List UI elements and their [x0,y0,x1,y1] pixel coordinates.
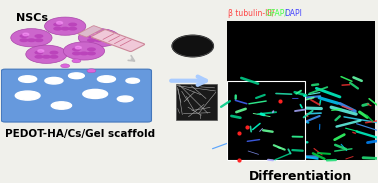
FancyBboxPatch shape [91,30,145,51]
Ellipse shape [15,91,40,100]
Circle shape [19,38,28,42]
Ellipse shape [45,77,63,84]
FancyBboxPatch shape [2,69,152,122]
Circle shape [61,64,70,68]
Text: DAPI: DAPI [284,9,302,18]
Circle shape [87,38,96,42]
Text: NSCs: NSCs [16,13,48,23]
Ellipse shape [117,96,133,102]
Ellipse shape [68,73,84,79]
Circle shape [87,51,96,55]
Circle shape [50,51,59,55]
Circle shape [68,23,77,27]
Circle shape [34,55,43,59]
Circle shape [61,27,70,31]
Circle shape [57,22,62,24]
Circle shape [50,55,59,59]
FancyBboxPatch shape [78,26,102,37]
Ellipse shape [19,76,37,82]
Circle shape [45,17,86,35]
Circle shape [87,34,96,38]
Text: Differentiation: Differentiation [249,170,352,183]
Text: GFAP/: GFAP/ [265,9,287,18]
Circle shape [79,51,88,55]
Circle shape [87,47,96,51]
Circle shape [78,29,119,47]
Circle shape [34,38,43,42]
Circle shape [34,51,43,55]
Circle shape [27,38,36,42]
Circle shape [19,34,28,38]
Ellipse shape [126,78,139,83]
Circle shape [34,34,43,38]
Circle shape [72,51,81,55]
Circle shape [53,27,62,31]
Circle shape [87,69,96,73]
Circle shape [38,50,44,52]
Circle shape [68,27,77,31]
Bar [226,81,305,160]
Circle shape [94,38,104,42]
Ellipse shape [51,102,71,109]
Ellipse shape [172,35,214,57]
Text: PEDOT-HA/Cs/Gel scaffold: PEDOT-HA/Cs/Gel scaffold [5,129,155,139]
Circle shape [11,29,52,47]
Circle shape [102,34,111,38]
Circle shape [42,55,51,59]
Circle shape [53,23,62,27]
Bar [226,21,375,160]
Circle shape [90,33,96,36]
Circle shape [72,47,81,51]
Text: β tubulin-III/: β tubulin-III/ [228,9,275,18]
Circle shape [23,33,29,36]
Ellipse shape [83,89,108,98]
Circle shape [26,45,67,63]
Circle shape [72,59,81,63]
Circle shape [102,38,111,42]
Ellipse shape [98,76,115,82]
Bar [176,84,217,120]
Circle shape [63,42,105,60]
Circle shape [75,46,81,49]
